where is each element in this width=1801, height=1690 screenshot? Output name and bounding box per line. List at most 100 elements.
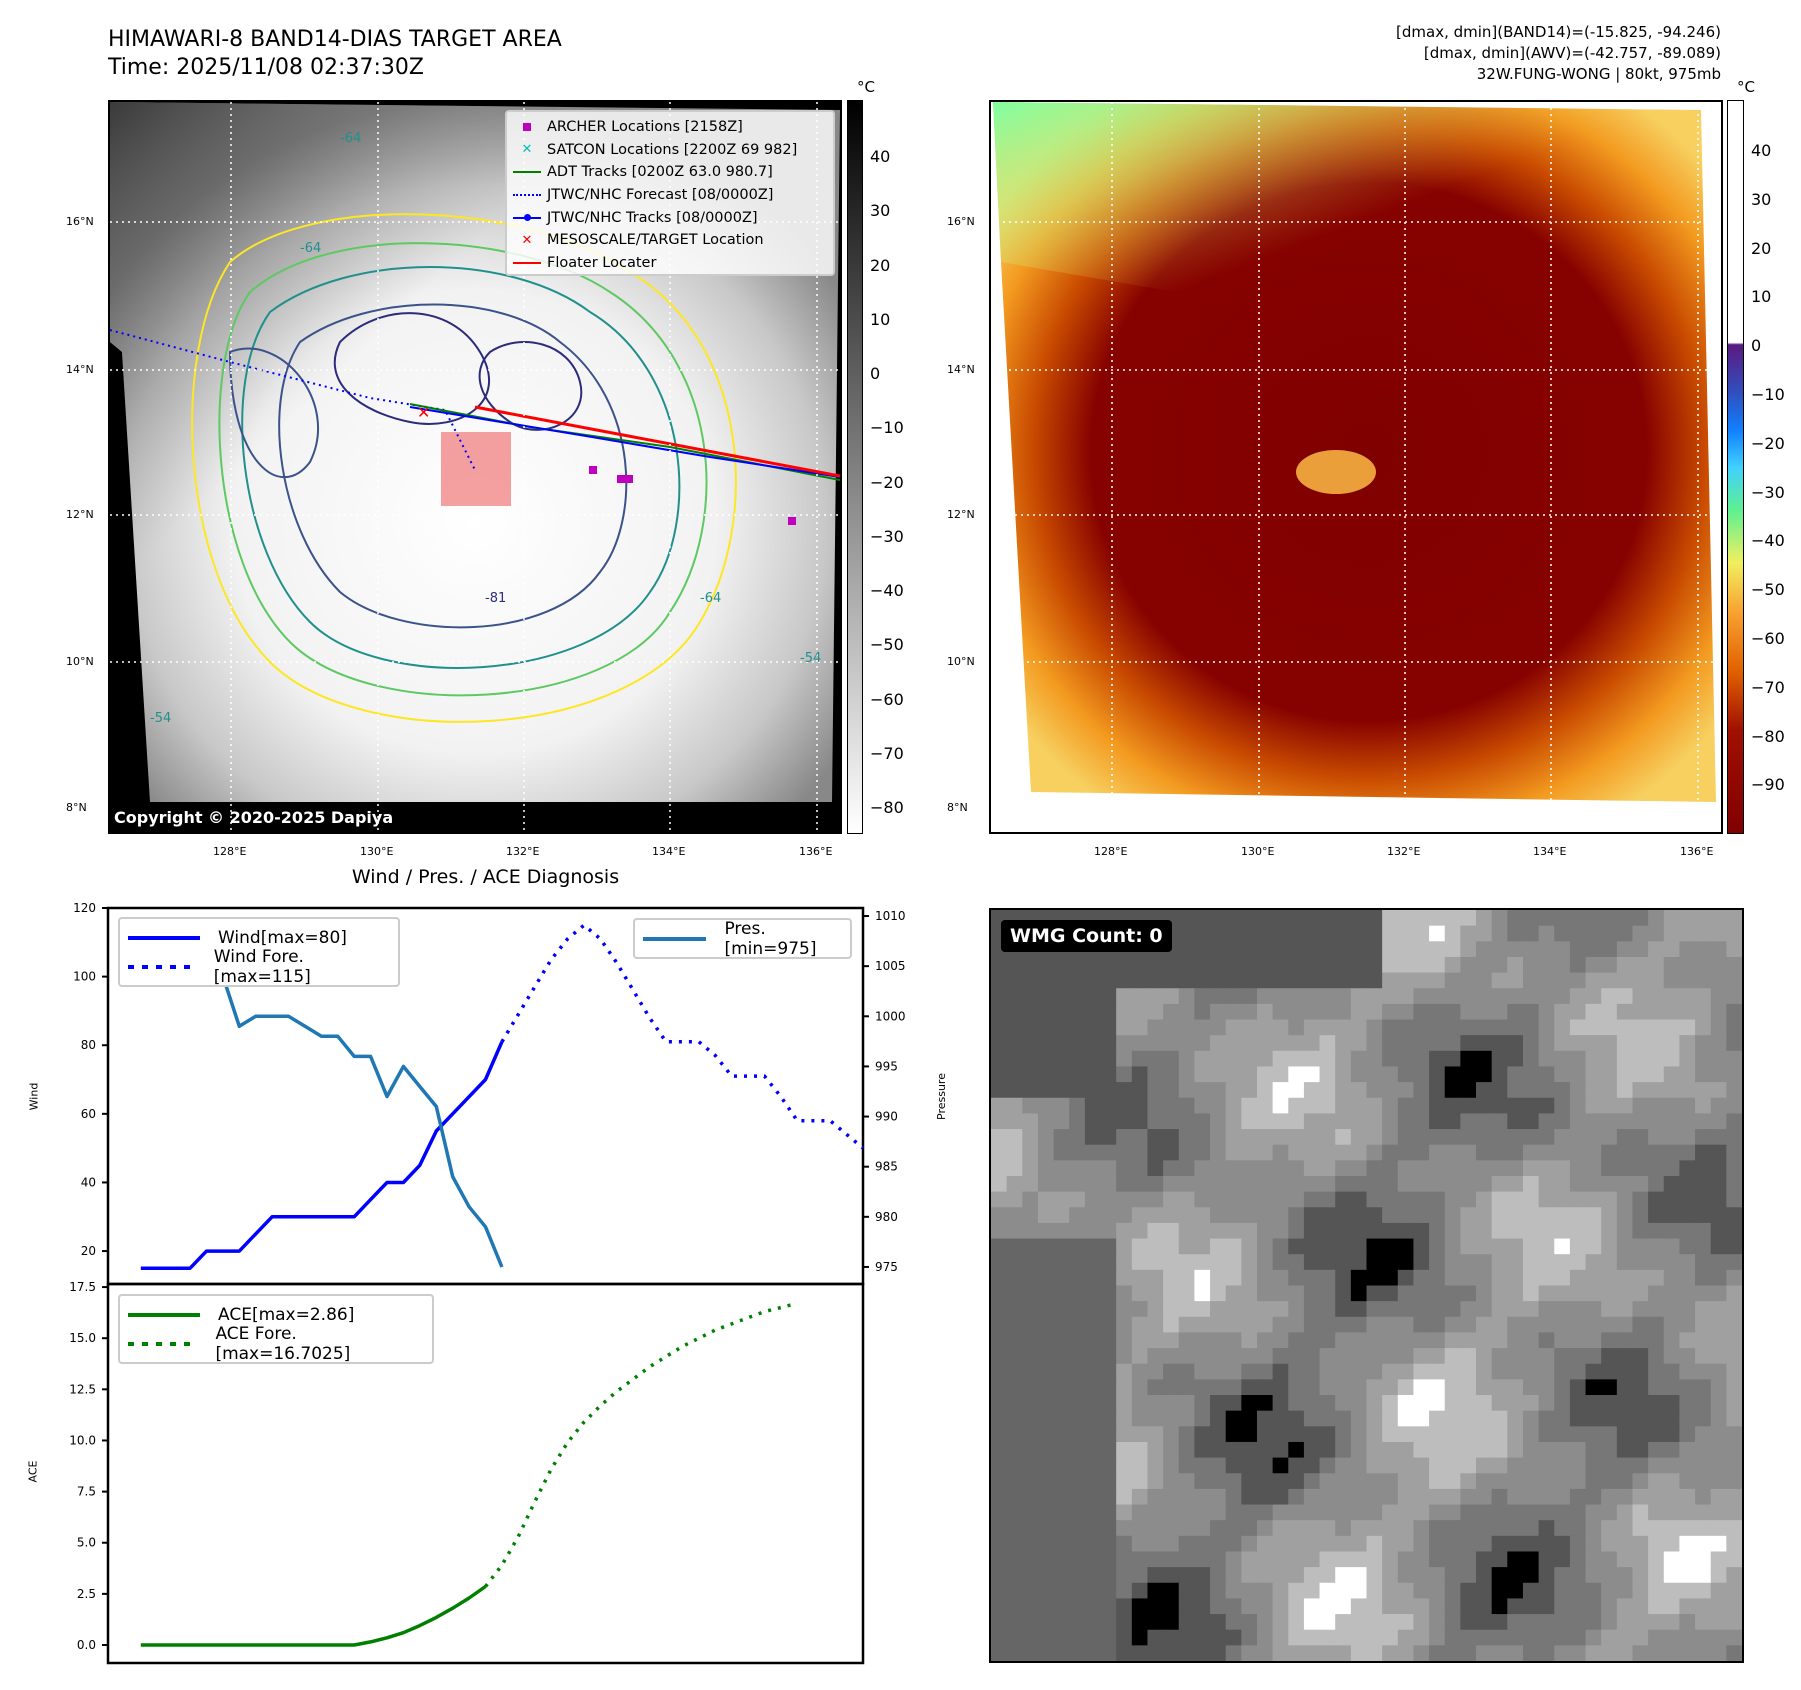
wmg-cell (1116, 1113, 1133, 1130)
wmg-cell (1538, 1520, 1555, 1537)
wmg-cell (1366, 925, 1383, 942)
wmg-cell (1037, 1207, 1055, 1224)
wmg-cell (1569, 1426, 1587, 1443)
wmg-cell (1460, 925, 1477, 942)
wmg-cell (1616, 1066, 1633, 1083)
wmg-cell (1116, 1269, 1133, 1286)
wmg-cell (1178, 1269, 1195, 1286)
wmg-cell (1303, 1473, 1321, 1490)
wmg-cell (1116, 1598, 1133, 1615)
wmg-cell (1288, 1567, 1305, 1584)
wmg-cell (1178, 1567, 1195, 1584)
colorbar1-tick: −80 (870, 798, 904, 817)
wmg-cell (1069, 1488, 1086, 1506)
wmg-cell (1460, 1254, 1477, 1271)
wmg-cell (1319, 1520, 1336, 1537)
wmg-cell (1178, 1348, 1195, 1365)
wmg-cell (1569, 1285, 1587, 1302)
wmg-cell (1491, 988, 1508, 1005)
wmg-cell (1022, 1582, 1039, 1599)
wmg-cell (1601, 1457, 1618, 1474)
wmg-cell (1256, 1379, 1274, 1396)
wmg-cell (1382, 1035, 1399, 1052)
wmg-cell (1069, 1129, 1086, 1146)
wmg-cell (1601, 1238, 1618, 1255)
wmg-cell (1522, 1238, 1540, 1255)
wmg-cell (1100, 1254, 1117, 1271)
wmg-cell (1601, 1301, 1618, 1318)
y-tick-label: 80 (81, 1038, 96, 1052)
wmg-cell (1413, 1567, 1430, 1584)
wmg-cell (1663, 1395, 1680, 1412)
wmg-cell (1084, 1113, 1102, 1130)
wmg-cell (1569, 1222, 1587, 1240)
wmg-cell (1100, 988, 1117, 1005)
wmg-cell (1648, 1285, 1665, 1302)
wmg-cell (1131, 1301, 1148, 1318)
wmg-cell (1147, 1535, 1164, 1552)
colorbar2-tick: 0 (1751, 336, 1762, 356)
wmg-cell (1648, 1097, 1665, 1114)
wmg-cell (1413, 1191, 1430, 1208)
wmg-cell (1632, 956, 1649, 974)
wmg-cell (1601, 1175, 1618, 1193)
wmg-cell (1476, 1551, 1493, 1568)
wmg-cell (1053, 1222, 1070, 1240)
lon-tick-label: 134°E (652, 845, 686, 858)
wmg-cell (1006, 1222, 1023, 1240)
wmg-cell (1695, 1035, 1712, 1052)
wmg-cell (991, 1066, 1008, 1083)
wmg-cell (1319, 1144, 1336, 1161)
wmg-cell (1053, 1003, 1070, 1021)
wmg-cell (1429, 1003, 1446, 1021)
wmg-cell (1413, 1598, 1430, 1615)
wmg-cell (1460, 1598, 1477, 1615)
wmg-cell (1679, 988, 1696, 1005)
wmg-cell (1538, 1348, 1555, 1365)
wmg-cell (1084, 1222, 1102, 1240)
wmg-cell (1350, 1504, 1367, 1521)
wmg-cell (1554, 1363, 1571, 1380)
wmg-cell (1022, 1019, 1039, 1036)
x-marker-icon: ✕ (521, 142, 533, 158)
mesoscale-target-box (441, 432, 511, 506)
wmg-cell (1022, 1097, 1039, 1114)
wmg-cell (1491, 1645, 1508, 1661)
wmg-cell (1726, 1129, 1742, 1146)
wmg-cell (1522, 1504, 1540, 1521)
series-line-ace (140, 1585, 487, 1647)
wmg-cell (1663, 1488, 1680, 1506)
wmg-cell (1037, 1379, 1055, 1396)
wmg-cell (1397, 1160, 1414, 1177)
wmg-cell (1084, 1488, 1102, 1506)
colorbar2-tick: 10 (1751, 287, 1772, 307)
wmg-cell (1648, 1379, 1665, 1396)
wmg-cell (1507, 1332, 1524, 1349)
wmg-cell (991, 1473, 1008, 1490)
wmg-cell (1303, 1301, 1321, 1318)
wmg-cell (1460, 1520, 1477, 1537)
wmg-cell (1522, 1175, 1540, 1193)
wmg-cell (1131, 1379, 1148, 1396)
wmg-cell (1100, 1113, 1117, 1130)
wmg-cell (1632, 941, 1649, 958)
wmg-cell (1538, 1332, 1555, 1349)
wmg-cell (1303, 1066, 1321, 1083)
wmg-cell (1131, 956, 1148, 974)
wmg-cell (1632, 1129, 1649, 1146)
wmg-cell (1585, 1520, 1602, 1537)
wmg-cell (1022, 1598, 1039, 1615)
wmg-cell (1084, 1301, 1102, 1318)
wmg-cell (1695, 1520, 1712, 1537)
wmg-cell (1632, 1457, 1649, 1474)
wmg-cell (1319, 1113, 1336, 1130)
svg-text:-54: -54 (150, 711, 171, 726)
wmg-cell (1335, 1175, 1352, 1193)
wmg-cell (1256, 1441, 1274, 1459)
wmg-cell (1241, 941, 1258, 958)
wmg-cell (1663, 1301, 1680, 1318)
wmg-cell (1460, 1645, 1477, 1661)
wmg-cell (1601, 1066, 1618, 1083)
wmg-cell (991, 1363, 1008, 1380)
wmg-cell (1695, 1207, 1712, 1224)
